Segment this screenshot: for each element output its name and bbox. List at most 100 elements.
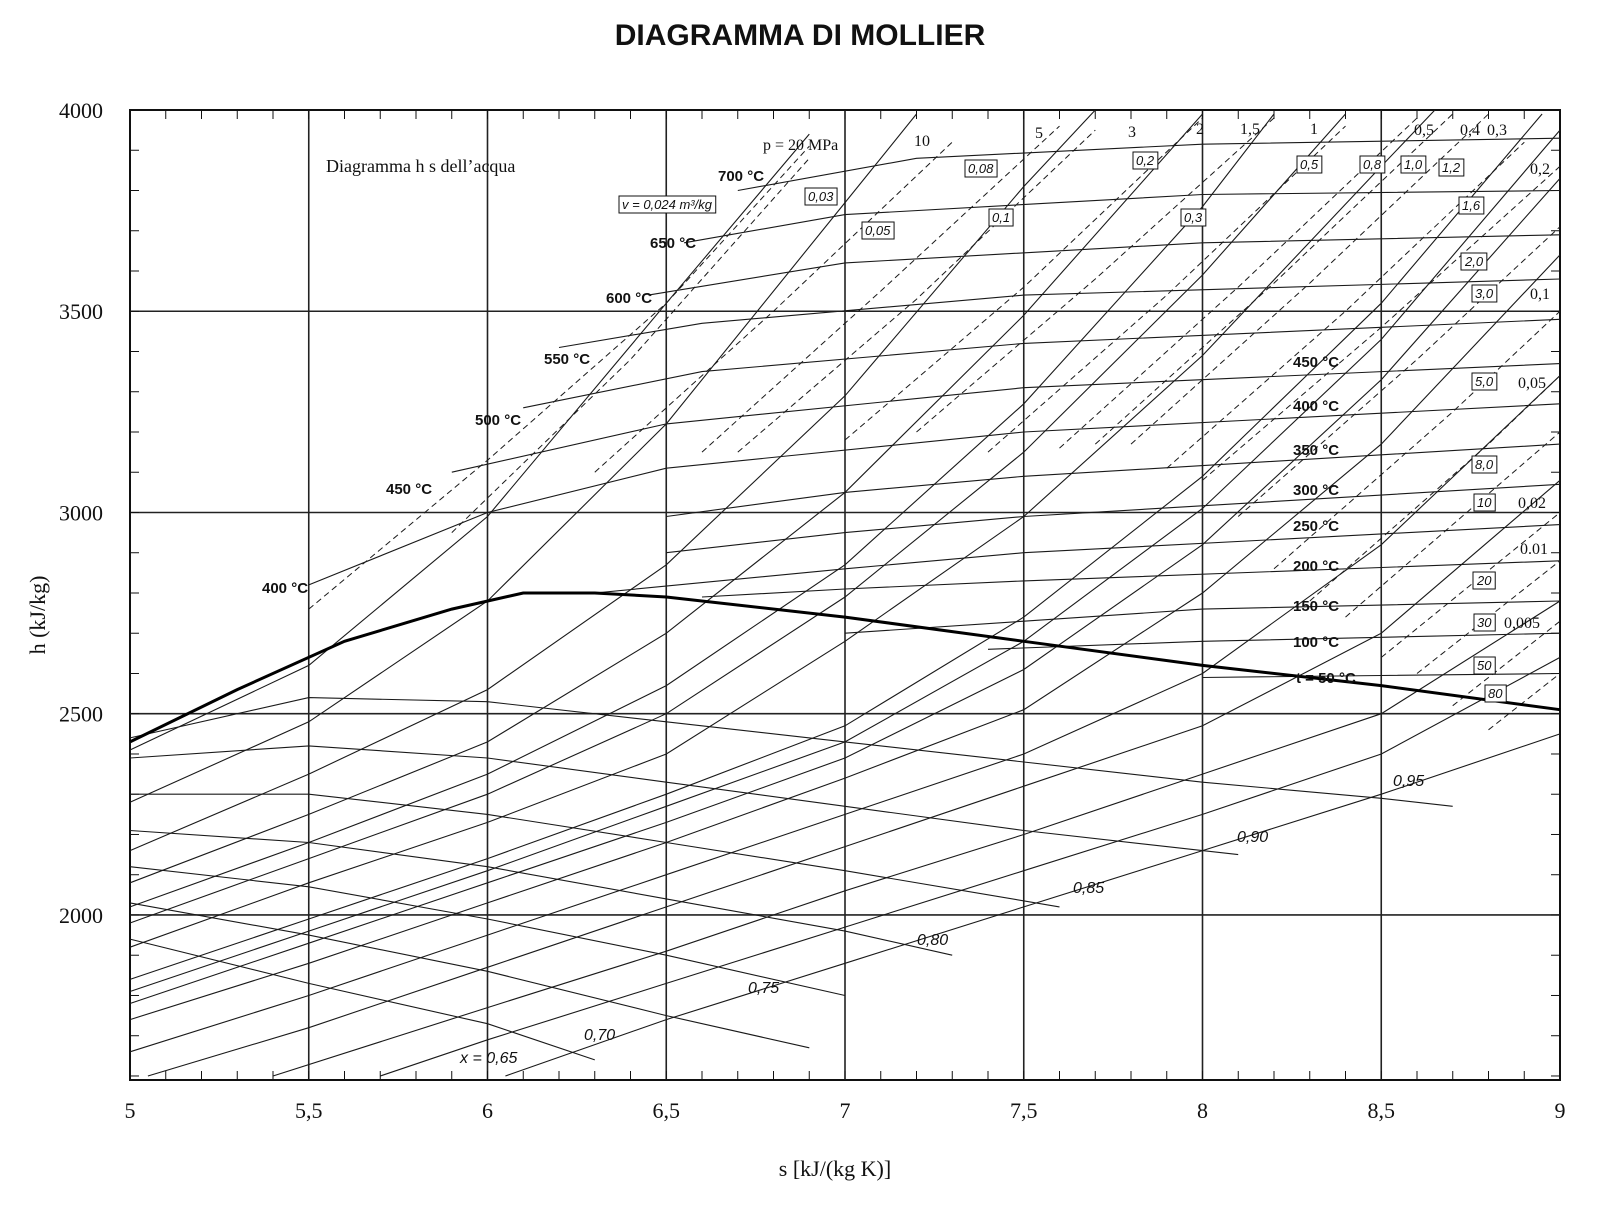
isotherm-line xyxy=(558,278,1561,349)
isochore-label-box xyxy=(1400,155,1427,174)
isochore-line xyxy=(1452,620,1561,707)
isochore-label: 0,05 xyxy=(865,223,891,238)
isobar-label: 0,05 xyxy=(1518,375,1546,392)
isochore-label: 0,3 xyxy=(1184,210,1203,225)
x-tick-label: 8 xyxy=(1197,1098,1208,1123)
x-tick-label: 6 xyxy=(482,1098,493,1123)
saturation-line xyxy=(129,591,1561,744)
isochore-label-box xyxy=(804,187,838,206)
isotherm-line xyxy=(308,403,1561,586)
quality-line xyxy=(129,938,595,1061)
isotherm-label: 350 °C xyxy=(1293,442,1339,459)
curves xyxy=(129,109,1561,1077)
isotherm-label: 300 °C xyxy=(1293,482,1339,499)
isochore-label-box xyxy=(1438,158,1465,177)
isochore-label-box xyxy=(1458,196,1485,215)
isochore-label: 0,1 xyxy=(992,210,1010,225)
isochore-line xyxy=(916,117,1275,433)
isochore-label: 0,8 xyxy=(1363,157,1382,172)
quality-label: 0,95 xyxy=(1393,773,1424,790)
isochore-line xyxy=(1237,226,1561,517)
isochore-label: 5,0 xyxy=(1475,374,1494,389)
isochore-label-box xyxy=(1460,252,1488,271)
isochore-label: 80 xyxy=(1488,686,1503,701)
isochore-label-box xyxy=(1484,684,1507,703)
x-tick-label: 9 xyxy=(1555,1098,1566,1123)
quality-line xyxy=(129,866,846,997)
isotherm-label: 150 °C xyxy=(1293,598,1339,615)
isochore-label: 30 xyxy=(1477,615,1492,630)
isochore-label-box xyxy=(1473,656,1496,675)
isochore-line xyxy=(1273,310,1561,570)
axis-ticks: 5 5,5 6 6,5 7 7,5 8 8,5 9 2000 2500 3000 3500 4000 xyxy=(59,98,1566,1123)
quality-label: x = 0,65 xyxy=(459,1050,517,1067)
y-tick-label: 3500 xyxy=(59,299,103,324)
isobar-label: 0,4 xyxy=(1460,122,1480,139)
isotherm-line xyxy=(987,632,1561,650)
isobar-label: 0,3 xyxy=(1487,122,1507,139)
isochore-label-box xyxy=(618,195,717,214)
x-tick-label: 7 xyxy=(840,1098,851,1123)
isochore-label: 10 xyxy=(1477,495,1492,510)
isobar-label: 0,5 xyxy=(1414,122,1434,139)
isochore-line xyxy=(1094,113,1454,445)
isochore-label-box xyxy=(1471,455,1498,474)
y-tick-label: 2500 xyxy=(59,702,103,727)
isochore-label: 2,0 xyxy=(1464,254,1484,269)
isochore-label: 1,0 xyxy=(1404,157,1423,172)
quality-line xyxy=(129,902,810,1049)
isotherm-label: 600 °C xyxy=(606,290,652,307)
isochore-label: 0,08 xyxy=(968,161,994,176)
isotherm-label: 450 °C xyxy=(1293,354,1339,371)
isochore-label: 20 xyxy=(1476,573,1492,588)
y-tick-label: 3000 xyxy=(59,500,103,525)
chart-subtitle: Diagramma h s dell’acqua xyxy=(326,156,515,176)
isochore-label: 8,0 xyxy=(1475,457,1494,472)
quality-label: 0,80 xyxy=(917,932,948,949)
isotherm-label: 400 °C xyxy=(262,580,308,597)
isobar-label: 3 xyxy=(1128,124,1136,141)
isobar-line xyxy=(129,375,1561,1053)
chart-title: DIAGRAMMA DI MOLLIER xyxy=(615,19,986,52)
isobar-label: 1 xyxy=(1310,121,1318,138)
isobar-line xyxy=(129,178,1561,1005)
isotherm-line xyxy=(684,189,1561,244)
isobar-label: 0,2 xyxy=(1530,161,1550,178)
isobar-line xyxy=(129,109,1096,852)
isobar-label: 0,1 xyxy=(1530,286,1550,303)
isotherm-line xyxy=(594,524,1561,594)
isotherm-label: t = 50 °C xyxy=(1296,670,1356,687)
quality-line xyxy=(129,697,1453,807)
isotherm-label: 250 °C xyxy=(1293,518,1339,535)
isotherm-label: 550 °C xyxy=(544,351,590,368)
isobar-line xyxy=(380,656,1561,1077)
isobar-label: 2 xyxy=(1196,121,1204,138)
quality-label: 0,85 xyxy=(1073,880,1104,897)
isotherm-label: 100 °C xyxy=(1293,634,1339,651)
isochore-label-box xyxy=(964,159,998,178)
y-tick-label: 2000 xyxy=(59,903,103,928)
quality-line xyxy=(129,745,1239,856)
isochore-line xyxy=(701,125,1060,453)
x-tick-label: 6,5 xyxy=(653,1098,681,1123)
isochore-line xyxy=(987,125,1346,453)
isobar-label: 1,5 xyxy=(1240,121,1260,138)
isotherm-label: 450 °C xyxy=(386,481,432,498)
isobar-line xyxy=(129,113,917,803)
isochore-label-box xyxy=(1180,208,1207,227)
isochore-line xyxy=(451,157,810,533)
isochore-line xyxy=(1345,431,1561,618)
isobar-line xyxy=(129,113,1275,908)
isobar-label: 10 xyxy=(914,133,930,150)
isotherm-line xyxy=(666,483,1561,554)
isochore-label-box xyxy=(1296,155,1323,174)
isochore-label-box xyxy=(1471,284,1498,303)
isochore-label-box xyxy=(1472,571,1496,590)
isobar-line xyxy=(272,600,1561,1077)
quality-label: 0,90 xyxy=(1237,829,1268,846)
isochore-line xyxy=(844,117,1203,441)
isochore-label: 0,5 xyxy=(1300,157,1319,172)
isochore-line xyxy=(1380,512,1561,658)
